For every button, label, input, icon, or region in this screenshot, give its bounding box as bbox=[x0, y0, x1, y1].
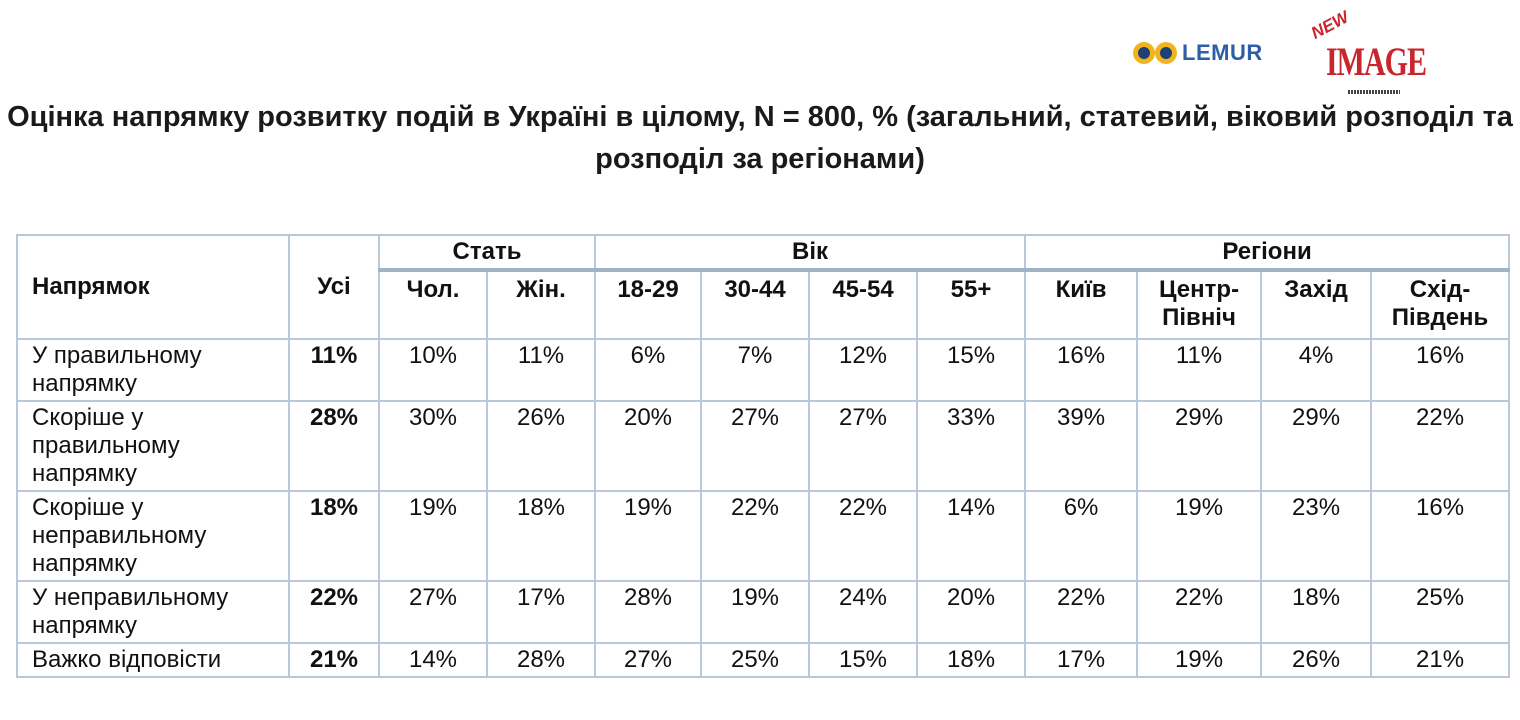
table-cell: 19% bbox=[594, 490, 703, 582]
header-row-groups: Напрямок Усі Стать Вік Регіони bbox=[16, 234, 1511, 340]
table-cell: 29% bbox=[1136, 400, 1263, 492]
header-col: Захід bbox=[1260, 269, 1373, 340]
table-row: Скоріше у правильному напрямку 28% 30% 2… bbox=[16, 400, 1511, 492]
new-image-logo-tagline bbox=[1348, 90, 1400, 94]
table-cell: 24% bbox=[808, 580, 919, 644]
table-cell: 25% bbox=[1370, 580, 1511, 644]
table-cell: 18% bbox=[1260, 580, 1373, 644]
table-cell: 6% bbox=[1024, 490, 1139, 582]
lemur-logo: LEMUR bbox=[1132, 40, 1263, 66]
table-cell: 16% bbox=[1370, 338, 1511, 402]
table-cell: 22% bbox=[1024, 580, 1139, 644]
table-cell: 39% bbox=[1024, 400, 1139, 492]
header-row-columns: Чол. Жін. 18-29 30-44 45-54 55+ Київ Цен… bbox=[17, 269, 1511, 340]
table-cell: 4% bbox=[1260, 338, 1373, 402]
table-row: Важко відповісти 21% 14% 28% 27% 25% 15%… bbox=[16, 642, 1511, 678]
header-col: Київ bbox=[1024, 269, 1139, 340]
table-cell: 20% bbox=[594, 400, 703, 492]
table-cell: 6% bbox=[594, 338, 703, 402]
table-cell: 23% bbox=[1260, 490, 1373, 582]
row-label: У неправильному напрямку bbox=[16, 580, 290, 644]
table-cell: 27% bbox=[808, 400, 919, 492]
header-col: 30-44 bbox=[700, 269, 811, 340]
table-cell: 16% bbox=[1370, 490, 1511, 582]
page-title: Оцінка напрямку розвитку подій в Україні… bbox=[7, 101, 1513, 175]
table-cell: 7% bbox=[700, 338, 811, 402]
table-cell: 28% bbox=[485, 642, 597, 678]
table-cell: 27% bbox=[378, 580, 488, 644]
row-all-value: 11% bbox=[288, 338, 380, 402]
header-group-age: Вік bbox=[594, 234, 1027, 272]
header-col: 45-54 bbox=[808, 269, 919, 340]
table-row: Скоріше у неправильному напрямку 18% 19%… bbox=[16, 490, 1511, 582]
header-col: Чол. bbox=[378, 269, 488, 340]
table-row: У правильному напрямку 11% 10% 11% 6% 7%… bbox=[16, 338, 1511, 402]
row-all-value: 22% bbox=[288, 580, 380, 644]
table-cell: 19% bbox=[1136, 642, 1263, 678]
binoculars-icon bbox=[1133, 42, 1177, 64]
table-cell: 12% bbox=[808, 338, 919, 402]
table-cell: 33% bbox=[916, 400, 1027, 492]
table-cell: 27% bbox=[700, 400, 811, 492]
survey-table: Напрямок Усі Стать Вік Регіони Чол. Жін.… bbox=[16, 234, 1511, 678]
table-cell: 26% bbox=[485, 400, 597, 492]
row-label: Важко відповісти bbox=[16, 642, 290, 678]
row-all-value: 18% bbox=[288, 490, 380, 582]
header-all: Усі bbox=[288, 234, 380, 340]
table-cell: 29% bbox=[1260, 400, 1373, 492]
table-cell: 15% bbox=[916, 338, 1027, 402]
new-image-logo-text: IMAGE bbox=[1326, 40, 1427, 85]
header-col: 18-29 bbox=[594, 269, 703, 340]
table-row: У неправильному напрямку 22% 27% 17% 28%… bbox=[16, 580, 1511, 644]
table-cell: 11% bbox=[1136, 338, 1263, 402]
table-cell: 10% bbox=[378, 338, 488, 402]
table-cell: 22% bbox=[808, 490, 919, 582]
header-group-gender: Стать bbox=[377, 234, 597, 272]
header-col: Жін. bbox=[485, 269, 597, 340]
table-cell: 15% bbox=[808, 642, 919, 678]
table-cell: 22% bbox=[700, 490, 811, 582]
row-all-value: 28% bbox=[288, 400, 380, 492]
table-cell: 20% bbox=[916, 580, 1027, 644]
table-cell: 21% bbox=[1370, 642, 1511, 678]
table-cell: 16% bbox=[1024, 338, 1139, 402]
table-cell: 18% bbox=[485, 490, 597, 582]
table-cell: 19% bbox=[378, 490, 488, 582]
table-cell: 19% bbox=[700, 580, 811, 644]
table-cell: 17% bbox=[1024, 642, 1139, 678]
table-cell: 17% bbox=[485, 580, 597, 644]
row-label: Скоріше у правильному напрямку bbox=[16, 400, 290, 492]
table-cell: 26% bbox=[1260, 642, 1373, 678]
table-cell: 14% bbox=[916, 490, 1027, 582]
lemur-logo-text: LEMUR bbox=[1182, 40, 1263, 65]
row-all-value: 21% bbox=[288, 642, 380, 678]
table-cell: 27% bbox=[594, 642, 703, 678]
table-cell: 14% bbox=[378, 642, 488, 678]
table-cell: 19% bbox=[1136, 490, 1263, 582]
table-cell: 11% bbox=[485, 338, 597, 402]
table-cell: 22% bbox=[1370, 400, 1511, 492]
table-cell: 25% bbox=[700, 642, 811, 678]
table-cell: 18% bbox=[916, 642, 1027, 678]
table-cell: 22% bbox=[1136, 580, 1263, 644]
table-cell: 28% bbox=[594, 580, 703, 644]
header-direction: Напрямок bbox=[16, 234, 290, 340]
header-col: Центр-Північ bbox=[1136, 269, 1263, 340]
header-col: 55+ bbox=[916, 269, 1027, 340]
new-image-logo: NEW IMAGE bbox=[1304, 7, 1427, 100]
row-label: Скоріше у неправильному напрямку bbox=[16, 490, 290, 582]
header-col: Схід-Південь bbox=[1370, 269, 1511, 340]
logos: LEMUR NEW IMAGE bbox=[1128, 7, 1427, 104]
new-image-logo-new: NEW bbox=[1308, 7, 1352, 43]
row-label: У правильному напрямку bbox=[16, 338, 290, 402]
header-group-regions: Регіони bbox=[1024, 234, 1511, 272]
table-cell: 30% bbox=[378, 400, 488, 492]
